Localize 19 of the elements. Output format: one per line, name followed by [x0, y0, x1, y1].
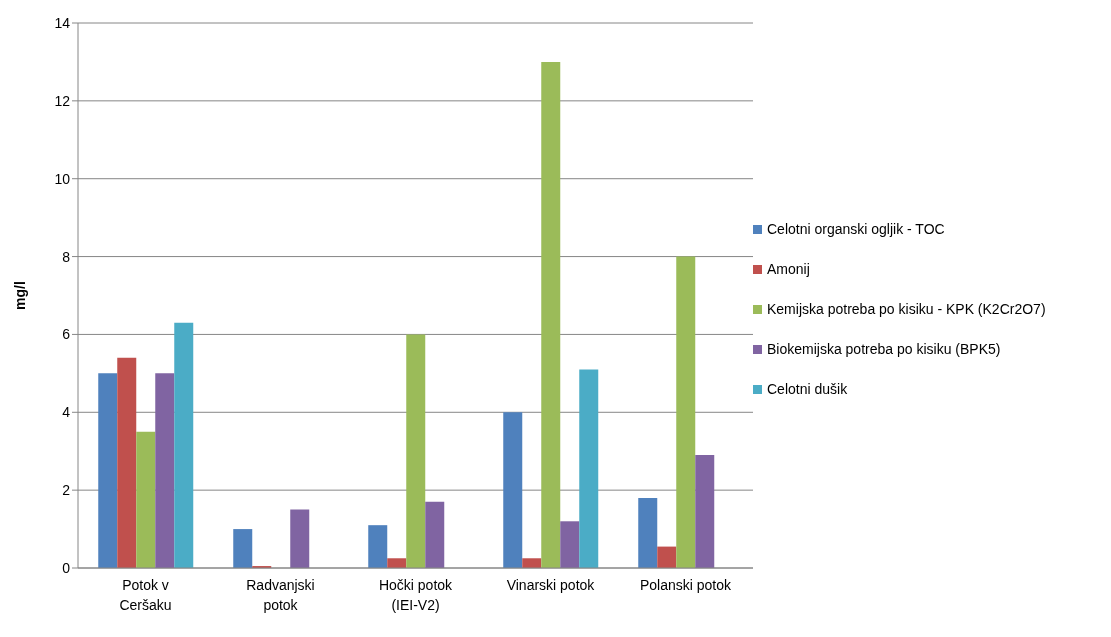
y-tick-label: 2 — [62, 482, 71, 499]
x-tick-label: Radvanjski potok — [246, 577, 315, 613]
x-tick-label: Polanski potok — [639, 577, 733, 593]
legend-label: Celotni dušik — [767, 379, 849, 399]
y-tick-label: 10 — [54, 170, 71, 187]
x-tick-label: Vinarski potok — [506, 577, 596, 593]
legend-label: Biokemijska potreba po kisiku (BPK5) — [767, 339, 1002, 359]
y-tick-label: 12 — [54, 92, 71, 109]
y-tick-label: 4 — [62, 404, 71, 421]
y-axis-title: mg/l — [11, 281, 28, 310]
y-tick-label: 14 — [54, 14, 71, 31]
legend-label: Celotni organski ogljik - TOC — [767, 219, 946, 239]
y-tick-label: 6 — [62, 326, 71, 343]
x-tick-label: Hočki potok (IEI-V2) — [378, 577, 454, 613]
x-tick-label: Potok v Ceršaku — [119, 577, 172, 613]
legend-label: Amonij — [767, 259, 811, 279]
y-tick-label: 0 — [62, 559, 71, 576]
y-tick-label: 8 — [62, 248, 71, 265]
legend-label: Kemijska potreba po kisiku - KPK (K2Cr2O7) — [767, 299, 1047, 319]
